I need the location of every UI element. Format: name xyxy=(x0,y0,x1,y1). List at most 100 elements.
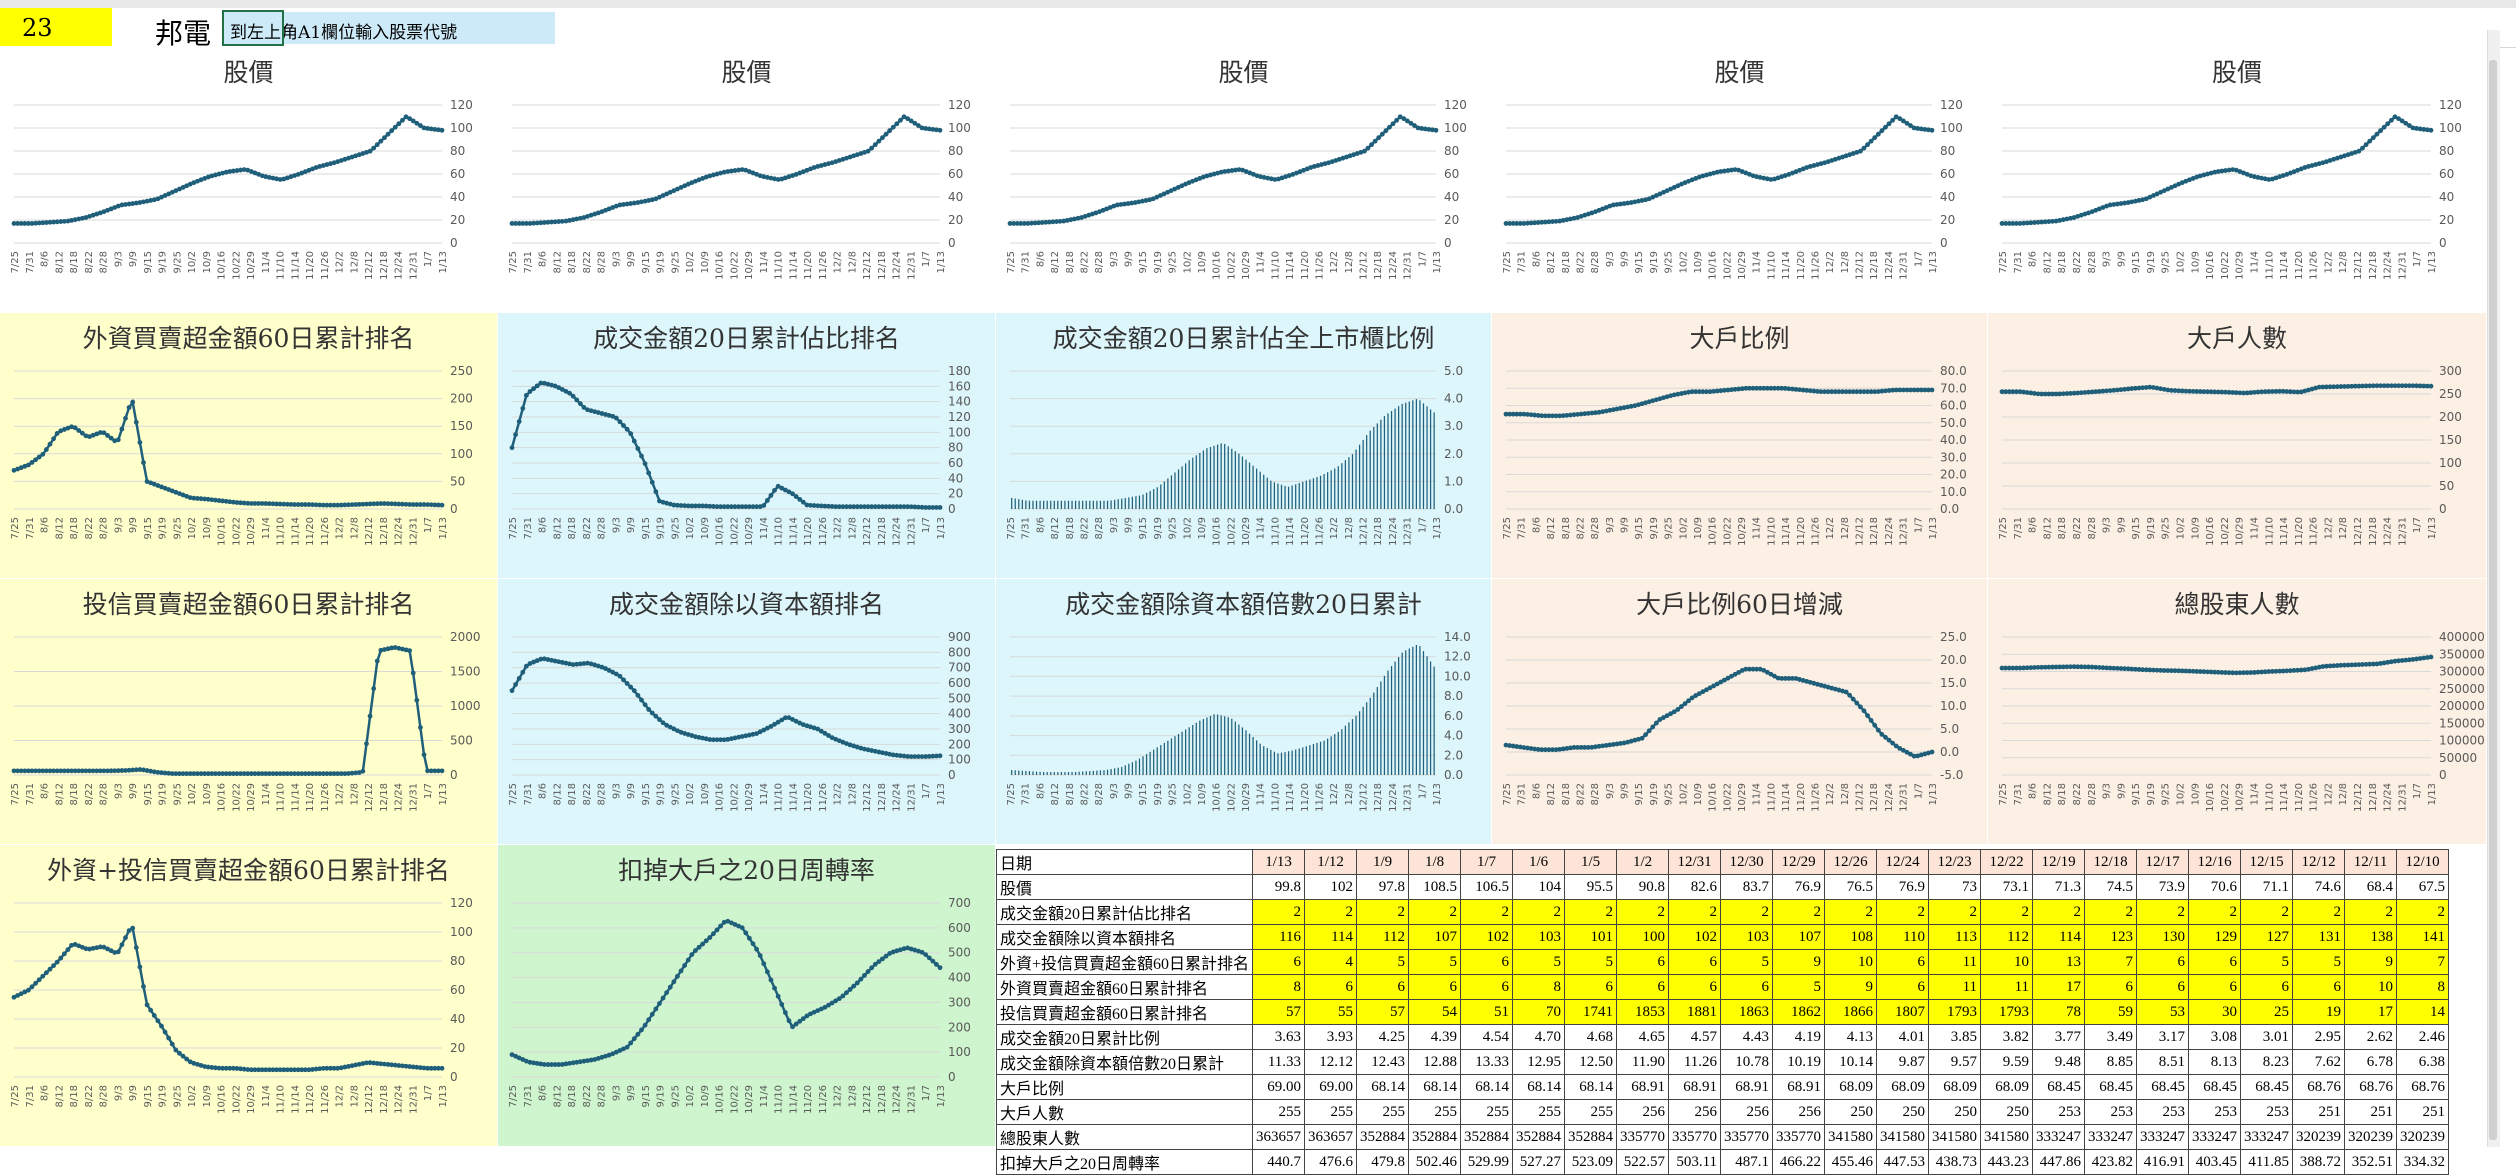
value-cell[interactable]: 255 xyxy=(1304,1099,1358,1125)
value-cell[interactable]: 4.43 xyxy=(1720,1024,1774,1050)
value-cell[interactable]: 68.14 xyxy=(1564,1074,1618,1100)
value-cell[interactable]: 4.68 xyxy=(1564,1024,1618,1050)
header-label-cell[interactable]: 日期 xyxy=(995,849,1254,875)
value-cell[interactable]: 5 xyxy=(1564,949,1618,975)
value-cell[interactable]: 68.4 xyxy=(2344,874,2398,900)
header-date-cell[interactable]: 12/29 xyxy=(1772,849,1826,875)
value-cell[interactable]: 2.62 xyxy=(2344,1024,2398,1050)
value-cell[interactable]: 8 xyxy=(2396,974,2450,1000)
value-cell[interactable]: 2 xyxy=(2032,899,2086,925)
value-cell[interactable]: 6 xyxy=(1876,949,1930,975)
row-label-cell[interactable]: 成交金額除以資本額排名 xyxy=(995,924,1254,950)
value-cell[interactable]: 2 xyxy=(1564,899,1618,925)
value-cell[interactable]: 5 xyxy=(2292,949,2346,975)
value-cell[interactable]: 1863 xyxy=(1720,999,1774,1025)
value-cell[interactable]: 251 xyxy=(2344,1099,2398,1125)
value-cell[interactable]: 82.6 xyxy=(1668,874,1722,900)
value-cell[interactable]: 112 xyxy=(1980,924,2034,950)
value-cell[interactable]: 68.14 xyxy=(1408,1074,1462,1100)
value-cell[interactable]: 255 xyxy=(1512,1099,1566,1125)
value-cell[interactable]: 527.27 xyxy=(1512,1149,1566,1175)
value-cell[interactable]: 6 xyxy=(2292,974,2346,1000)
value-cell[interactable]: 6 xyxy=(1356,974,1410,1000)
row-label-cell[interactable]: 成交金額除資本額倍數20日累計 xyxy=(995,1049,1254,1075)
value-cell[interactable]: 70 xyxy=(1512,999,1566,1025)
value-cell[interactable]: 76.9 xyxy=(1772,874,1826,900)
value-cell[interactable]: 7.62 xyxy=(2292,1049,2346,1075)
value-cell[interactable]: 67.5 xyxy=(2396,874,2450,900)
value-cell[interactable]: 101 xyxy=(1564,924,1618,950)
value-cell[interactable]: 68.45 xyxy=(2136,1074,2190,1100)
value-cell[interactable]: 4.39 xyxy=(1408,1024,1462,1050)
value-cell[interactable]: 68.09 xyxy=(1824,1074,1878,1100)
header-date-cell[interactable]: 1/7 xyxy=(1460,849,1514,875)
value-cell[interactable]: 1807 xyxy=(1876,999,1930,1025)
value-cell[interactable]: 110 xyxy=(1876,924,1930,950)
header-date-cell[interactable]: 12/17 xyxy=(2136,849,2190,875)
value-cell[interactable]: 6 xyxy=(1460,974,1514,1000)
value-cell[interactable]: 250 xyxy=(1928,1099,1982,1125)
header-date-cell[interactable]: 1/13 xyxy=(1252,849,1306,875)
value-cell[interactable]: 8 xyxy=(1252,974,1306,1000)
value-cell[interactable]: 129 xyxy=(2188,924,2242,950)
value-cell[interactable]: 95.5 xyxy=(1564,874,1618,900)
value-cell[interactable]: 73.9 xyxy=(2136,874,2190,900)
value-cell[interactable]: 2 xyxy=(1252,899,1306,925)
value-cell[interactable]: 2 xyxy=(2188,899,2242,925)
value-cell[interactable]: 1793 xyxy=(1980,999,2034,1025)
value-cell[interactable]: 114 xyxy=(2032,924,2086,950)
value-cell[interactable]: 335770 xyxy=(1616,1124,1670,1150)
value-cell[interactable]: 6 xyxy=(2136,949,2190,975)
value-cell[interactable]: 6 xyxy=(1304,974,1358,1000)
value-cell[interactable]: 68.45 xyxy=(2188,1074,2242,1100)
value-cell[interactable]: 17 xyxy=(2344,999,2398,1025)
value-cell[interactable]: 9.59 xyxy=(1980,1049,2034,1075)
header-date-cell[interactable]: 12/24 xyxy=(1876,849,1930,875)
value-cell[interactable]: 106.5 xyxy=(1460,874,1514,900)
header-date-cell[interactable]: 12/23 xyxy=(1928,849,1982,875)
value-cell[interactable]: 10.14 xyxy=(1824,1049,1878,1075)
value-cell[interactable]: 74.5 xyxy=(2084,874,2138,900)
header-date-cell[interactable]: 12/19 xyxy=(2032,849,2086,875)
value-cell[interactable]: 4 xyxy=(1304,949,1358,975)
value-cell[interactable]: 74.6 xyxy=(2292,874,2346,900)
value-cell[interactable]: 352884 xyxy=(1460,1124,1514,1150)
value-cell[interactable]: 502.46 xyxy=(1408,1149,1462,1175)
value-cell[interactable]: 71.3 xyxy=(2032,874,2086,900)
value-cell[interactable]: 2 xyxy=(2240,899,2294,925)
value-cell[interactable]: 68.14 xyxy=(1512,1074,1566,1100)
value-cell[interactable]: 250 xyxy=(1876,1099,1930,1125)
value-cell[interactable]: 10.19 xyxy=(1772,1049,1826,1075)
value-cell[interactable]: 256 xyxy=(1668,1099,1722,1125)
value-cell[interactable]: 363657 xyxy=(1304,1124,1358,1150)
value-cell[interactable]: 68.91 xyxy=(1616,1074,1670,1100)
value-cell[interactable]: 68.45 xyxy=(2240,1074,2294,1100)
value-cell[interactable]: 138 xyxy=(2344,924,2398,950)
value-cell[interactable]: 6 xyxy=(1616,974,1670,1000)
value-cell[interactable]: 5 xyxy=(1720,949,1774,975)
value-cell[interactable]: 255 xyxy=(1252,1099,1306,1125)
value-cell[interactable]: 253 xyxy=(2240,1099,2294,1125)
value-cell[interactable]: 2 xyxy=(1824,899,1878,925)
header-date-cell[interactable]: 12/18 xyxy=(2084,849,2138,875)
value-cell[interactable]: 256 xyxy=(1720,1099,1774,1125)
value-cell[interactable]: 2 xyxy=(2084,899,2138,925)
value-cell[interactable]: 333247 xyxy=(2188,1124,2242,1150)
value-cell[interactable]: 103 xyxy=(1720,924,1774,950)
value-cell[interactable]: 68.45 xyxy=(2032,1074,2086,1100)
value-cell[interactable]: 8 xyxy=(1512,974,1566,1000)
value-cell[interactable]: 4.13 xyxy=(1824,1024,1878,1050)
value-cell[interactable]: 1866 xyxy=(1824,999,1878,1025)
value-cell[interactable]: 76.5 xyxy=(1824,874,1878,900)
value-cell[interactable]: 352884 xyxy=(1408,1124,1462,1150)
value-cell[interactable]: 10 xyxy=(2344,974,2398,1000)
value-cell[interactable]: 131 xyxy=(2292,924,2346,950)
value-cell[interactable]: 333247 xyxy=(2032,1124,2086,1150)
value-cell[interactable]: 8.23 xyxy=(2240,1049,2294,1075)
value-cell[interactable]: 11.26 xyxy=(1668,1049,1722,1075)
a1-cell[interactable]: 23 xyxy=(0,8,112,46)
value-cell[interactable]: 3.08 xyxy=(2188,1024,2242,1050)
value-cell[interactable]: 102 xyxy=(1460,924,1514,950)
value-cell[interactable]: 11.90 xyxy=(1616,1049,1670,1075)
value-cell[interactable]: 6 xyxy=(1564,974,1618,1000)
